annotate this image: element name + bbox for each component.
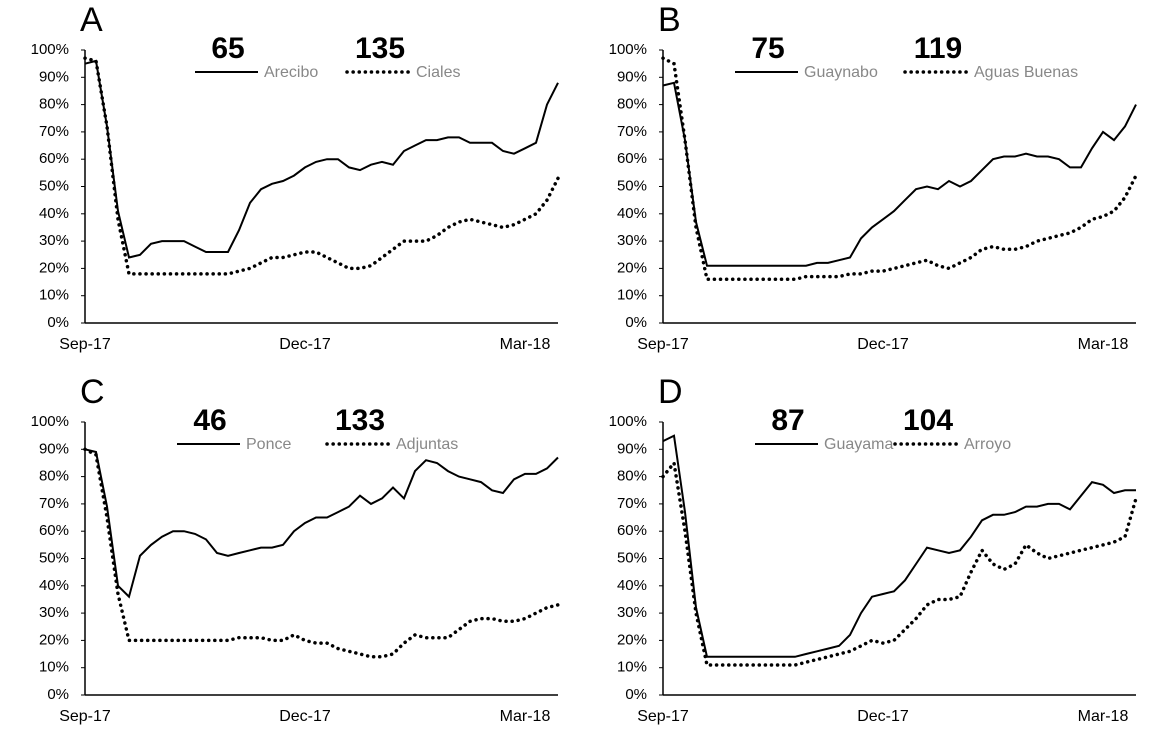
y-tick-label: 90% [617,68,647,85]
y-tick-label: 40% [39,205,69,222]
y-tick-label: 50% [39,177,69,194]
y-tick-label: 40% [617,577,647,594]
legend-label: Ponce [246,436,291,453]
panel-label: A [80,1,103,39]
y-tick-label: 40% [617,205,647,222]
series-line [661,458,1138,667]
series-line [83,56,560,276]
series-line [83,447,560,659]
legend-number: 87 [771,404,804,437]
legend-label: Guaynabo [804,64,878,81]
series-line [84,448,559,599]
x-tick-label: Mar-18 [1078,708,1129,725]
x-tick-label: Sep-17 [637,708,689,725]
legend-number: 104 [903,404,953,437]
x-tick-label: Sep-17 [637,336,689,353]
y-tick-label: 10% [39,659,69,676]
y-tick-label: 30% [617,232,647,249]
x-tick-label: Dec-17 [279,708,331,725]
y-tick-label: 100% [609,413,647,430]
y-tick-label: 0% [47,686,69,703]
x-tick-label: Sep-17 [59,708,111,725]
y-tick-label: 20% [39,259,69,276]
y-tick-label: 100% [31,41,69,58]
y-tick-label: 70% [39,495,69,512]
y-tick-label: 50% [617,177,647,194]
y-tick-label: 0% [47,314,69,331]
legend-number: 46 [193,404,226,437]
y-tick-label: 20% [617,259,647,276]
y-tick-label: 30% [39,232,69,249]
legend-label: Adjuntas [396,436,458,453]
legend-label: Arroyo [964,436,1011,453]
x-tick-label: Dec-17 [857,336,909,353]
y-tick-label: 60% [39,150,69,167]
y-tick-label: 70% [39,123,69,140]
y-tick-label: 40% [39,577,69,594]
y-tick-label: 80% [617,468,647,485]
legend-number: 135 [355,32,405,65]
y-tick-label: 90% [39,440,69,457]
y-tick-label: 60% [617,522,647,539]
legend-label: Ciales [416,64,460,81]
x-tick-label: Mar-18 [1078,336,1129,353]
legend-number: 75 [751,32,784,65]
legend-label: Arecibo [264,64,318,81]
x-tick-label: Mar-18 [500,336,551,353]
series-line [84,59,559,259]
y-tick-label: 0% [625,686,647,703]
y-tick-label: 60% [617,150,647,167]
panel-label: B [658,1,681,39]
x-tick-label: Sep-17 [59,336,111,353]
y-tick-label: 90% [617,440,647,457]
y-tick-label: 80% [39,468,69,485]
series-line [661,56,1138,282]
y-tick-label: 30% [39,604,69,621]
y-tick-label: 20% [617,631,647,648]
y-tick-label: 10% [39,287,69,304]
x-tick-label: Dec-17 [279,336,331,353]
y-tick-label: 10% [617,287,647,304]
x-tick-label: Mar-18 [500,708,551,725]
y-tick-label: 50% [617,549,647,566]
panel-label: C [80,373,105,411]
legend-number: 65 [211,32,244,65]
y-tick-label: 0% [625,314,647,331]
y-tick-label: 70% [617,495,647,512]
y-tick-label: 70% [617,123,647,140]
y-tick-label: 10% [617,659,647,676]
legend-label: Guayama [824,436,893,453]
legend-number: 119 [914,32,962,65]
y-tick-label: 90% [39,68,69,85]
panel-label: D [658,373,683,411]
y-tick-label: 80% [39,96,69,113]
legend-number: 133 [335,404,385,437]
y-tick-label: 50% [39,549,69,566]
x-tick-label: Dec-17 [857,708,909,725]
y-tick-label: 20% [39,631,69,648]
y-tick-label: 100% [609,41,647,58]
series-line [662,434,1136,658]
y-tick-label: 100% [31,413,69,430]
y-tick-label: 30% [617,604,647,621]
y-tick-label: 60% [39,522,69,539]
legend-label: Aguas Buenas [974,64,1078,81]
series-line [662,81,1137,267]
y-tick-label: 80% [617,96,647,113]
